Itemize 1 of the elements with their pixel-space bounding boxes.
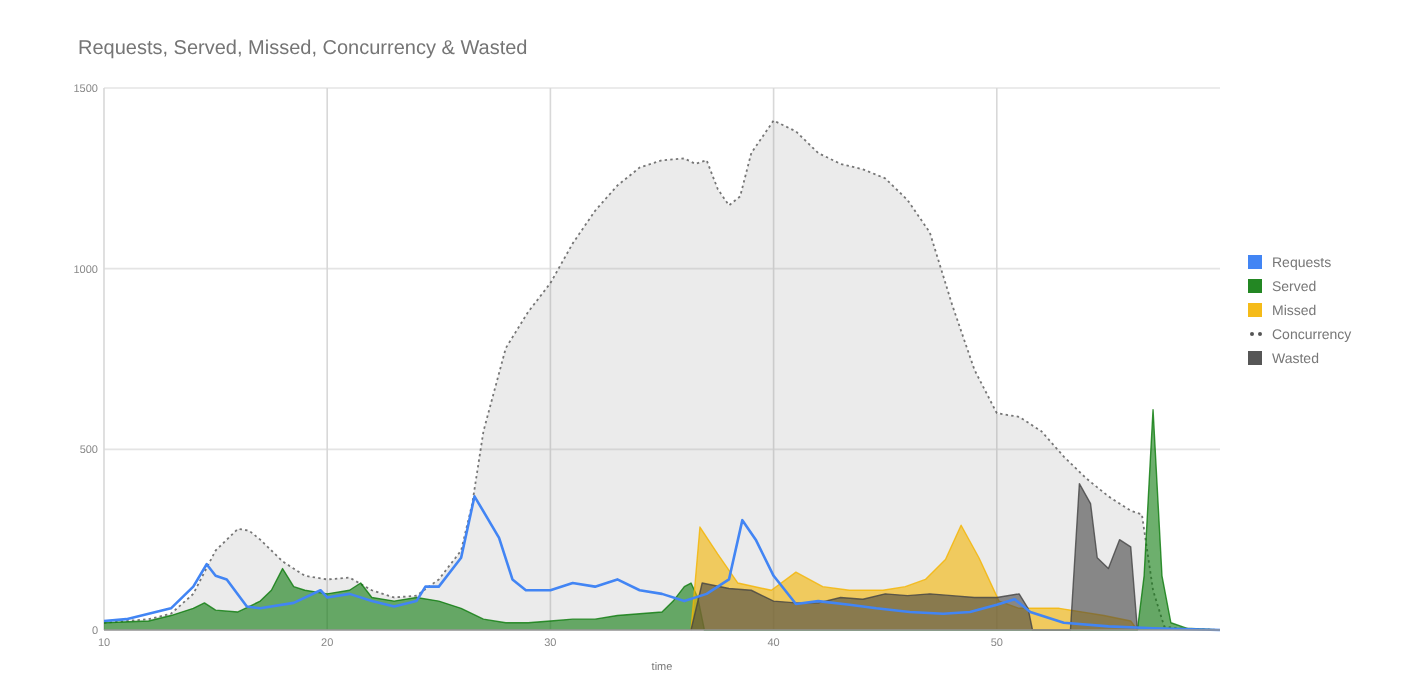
chart-title: Requests, Served, Missed, Concurrency & Wasted: [78, 38, 528, 60]
